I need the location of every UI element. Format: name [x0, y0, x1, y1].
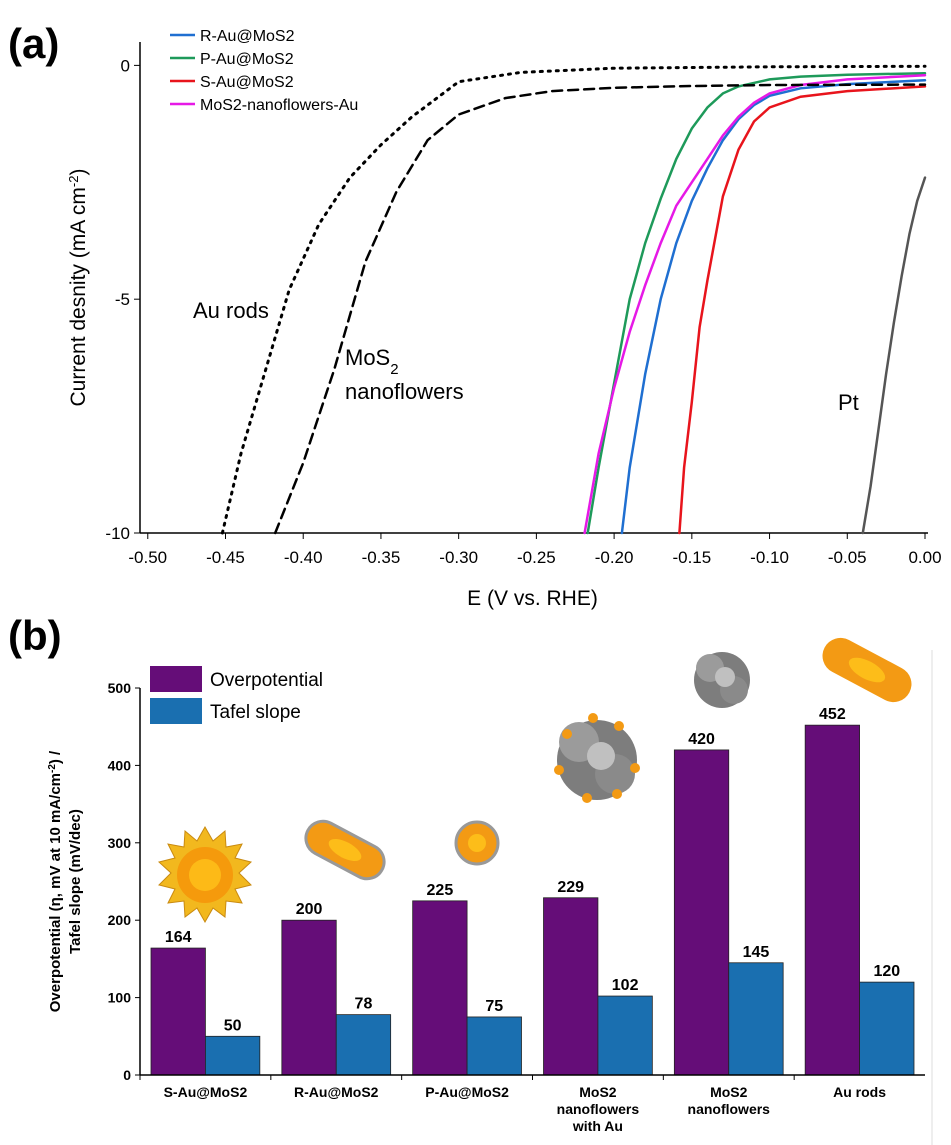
figure: (a) -0.50 -0.45 -0.40 -0.35 -0.30 -0.25 -0.20 -0…	[0, 0, 951, 1145]
y-label-end: ) /	[47, 750, 64, 764]
x-tick-label: MoS2	[579, 1084, 617, 1100]
flower-icon	[694, 652, 750, 708]
legend-label: P-Au@MoS2	[200, 51, 294, 68]
value-label: 200	[296, 901, 323, 918]
x-tick-label: -0.50	[128, 548, 167, 567]
y-tick-label: 300	[108, 835, 132, 851]
legend-label: Overpotential	[210, 670, 323, 691]
bar	[598, 996, 652, 1075]
line-series	[622, 80, 925, 533]
y-tick-label: 400	[108, 757, 132, 773]
annotation: MoS2	[345, 345, 399, 378]
x-axis-label: E (V vs. RHE)	[467, 587, 598, 610]
y-label-text: Current desnity (mA cm	[67, 187, 90, 406]
x-tick-label: -0.05	[828, 548, 867, 567]
bar	[544, 898, 598, 1075]
x-tick-label: S-Au@MoS2	[164, 1084, 248, 1100]
bar	[805, 725, 859, 1075]
bar	[467, 1017, 521, 1075]
legend-label: MoS2-nanoflowers-Au	[200, 97, 358, 114]
line-series	[863, 178, 925, 533]
value-label: 225	[427, 882, 454, 899]
bar	[413, 901, 467, 1075]
annotation-sub: 2	[390, 361, 398, 378]
value-label: 452	[819, 706, 846, 723]
y-tick-label: 0	[121, 56, 130, 75]
value-label: 420	[688, 731, 715, 748]
y-axis-label: Current desnity (mA cm-2)	[66, 169, 91, 407]
x-tick-label: nanoflowers	[557, 1101, 640, 1117]
x-tick-label: -0.15	[672, 548, 711, 567]
legend-label: R-Au@MoS2	[200, 28, 295, 45]
bar	[151, 948, 205, 1075]
rod-icon	[816, 632, 918, 709]
x-tick-label: -0.10	[750, 548, 789, 567]
bar	[205, 1036, 259, 1075]
bar	[860, 982, 914, 1075]
x-tick-label: 0.00	[908, 548, 941, 567]
panel-label: (a)	[8, 20, 59, 67]
bar	[729, 963, 783, 1075]
x-tick-label: Au rods	[833, 1084, 886, 1100]
annotation-text: Au rods	[193, 298, 269, 323]
value-label: 164	[165, 929, 192, 946]
y-tick-label: -10	[105, 524, 130, 543]
flower-au-icon	[554, 713, 640, 803]
y-axis-label: Tafel slope (mV/dec)	[67, 809, 84, 954]
y-axis-label: Overpotential (η, mV at 10 mA/cm-2) /	[47, 750, 65, 1012]
y-label-sup: -2	[66, 176, 81, 188]
y-tick-label: 100	[108, 990, 132, 1006]
annotation-text: Pt	[838, 390, 859, 415]
legend-swatch	[150, 698, 202, 724]
legend-swatch	[150, 666, 202, 692]
annotation: Au rods	[193, 298, 269, 323]
y-tick-label: 200	[108, 912, 132, 928]
bar	[336, 1015, 390, 1075]
x-tick-label: -0.30	[439, 548, 478, 567]
rod-icon	[300, 815, 390, 884]
annotation: Pt	[838, 390, 859, 415]
x-tick-label: MoS2	[710, 1084, 748, 1100]
y-label-end: )	[67, 169, 90, 176]
x-tick-label: R-Au@MoS2	[294, 1084, 379, 1100]
x-tick-label: P-Au@MoS2	[425, 1084, 509, 1100]
legend-label: S-Au@MoS2	[200, 74, 294, 91]
x-tick-label: nanoflowers	[688, 1101, 771, 1117]
line-series	[222, 66, 925, 533]
x-tick-label: -0.35	[362, 548, 401, 567]
x-tick-label: -0.40	[284, 548, 323, 567]
value-label: 75	[485, 998, 503, 1015]
value-label: 145	[743, 944, 770, 961]
x-tick-label: with Au	[572, 1118, 623, 1134]
y-tick-label: -5	[115, 290, 130, 309]
legend-label: Tafel slope	[210, 702, 301, 723]
sphere-icon	[456, 822, 498, 864]
panel-label: (b)	[8, 612, 62, 659]
y-label-text: Overpotential (η, mV at 10 mA/cm	[47, 773, 64, 1012]
annotation-text: MoS	[345, 345, 390, 370]
x-tick-label: -0.20	[595, 548, 634, 567]
sun-icon	[159, 827, 251, 922]
bar	[674, 750, 728, 1075]
value-label: 50	[224, 1017, 242, 1034]
x-tick-label: -0.45	[206, 548, 245, 567]
value-label: 120	[873, 963, 900, 980]
x-tick-label: -0.25	[517, 548, 556, 567]
bar	[282, 920, 336, 1075]
annotation: nanoflowers	[345, 379, 464, 404]
value-label: 229	[557, 879, 584, 896]
value-label: 102	[612, 977, 639, 994]
y-tick-label: 0	[123, 1067, 131, 1083]
y-tick-label: 500	[108, 680, 132, 696]
value-label: 78	[355, 996, 373, 1013]
